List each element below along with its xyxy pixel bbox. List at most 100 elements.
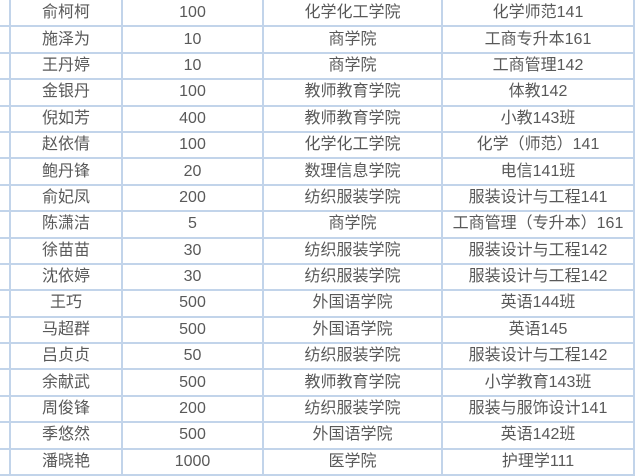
amount-cell: 200 xyxy=(121,183,264,213)
left-sliver-cell xyxy=(0,447,11,476)
class-cell: 英语142班 xyxy=(441,421,635,450)
table-row: 陈潇洁 5 商学院 工商管理（专升本）161 xyxy=(0,210,635,239)
college-cell: 医学院 xyxy=(262,447,443,476)
class-cell: 工商管理142 xyxy=(441,51,635,81)
table-row: 俞柯柯 100 化学化工学院 化学师范141 xyxy=(0,0,635,28)
donor-name-cell: 施泽为 xyxy=(9,25,123,54)
amount-cell: 500 xyxy=(121,289,264,318)
class-cell: 小教143班 xyxy=(441,104,635,133)
amount-cell: 30 xyxy=(121,236,264,265)
donor-name-cell: 马超群 xyxy=(9,315,123,345)
amount-cell: 100 xyxy=(121,130,264,160)
college-cell: 纺织服装学院 xyxy=(262,236,443,265)
class-cell: 工商专升本161 xyxy=(441,25,635,54)
left-sliver-cell xyxy=(0,104,11,133)
college-cell: 外国语学院 xyxy=(262,289,443,318)
donor-name-cell: 俞妃凤 xyxy=(9,183,123,213)
amount-cell: 500 xyxy=(121,368,264,397)
left-sliver-cell xyxy=(0,210,11,239)
college-cell: 纺织服装学院 xyxy=(262,183,443,213)
class-cell: 化学师范141 xyxy=(441,0,635,28)
college-cell: 外国语学院 xyxy=(262,421,443,450)
class-cell: 服装设计与工程142 xyxy=(441,342,635,371)
college-cell: 教师教育学院 xyxy=(262,78,443,107)
amount-cell: 500 xyxy=(121,315,264,345)
donor-name-cell: 周俊锋 xyxy=(9,394,123,424)
college-cell: 外国语学院 xyxy=(262,315,443,345)
college-cell: 教师教育学院 xyxy=(262,104,443,133)
table-row: 马超群 500 外国语学院 英语145 xyxy=(0,315,635,345)
table-row: 吕贞贞 50 纺织服装学院 服装设计与工程142 xyxy=(0,342,635,371)
table-row: 俞妃凤 200 纺织服装学院 服装设计与工程141 xyxy=(0,183,635,213)
donor-name-cell: 徐苗苗 xyxy=(9,236,123,265)
left-sliver-cell xyxy=(0,0,11,28)
table-row: 季悠然 500 外国语学院 英语142班 xyxy=(0,421,635,450)
amount-cell: 20 xyxy=(121,157,264,186)
donor-name-cell: 潘晓艳 xyxy=(9,447,123,476)
donor-name-cell: 余献武 xyxy=(9,368,123,397)
left-sliver-cell xyxy=(0,315,11,345)
table-row: 余献武 500 教师教育学院 小学教育143班 xyxy=(0,368,635,397)
donor-name-cell: 王巧 xyxy=(9,289,123,318)
left-sliver-cell xyxy=(0,342,11,371)
left-sliver-cell xyxy=(0,421,11,450)
college-cell: 商学院 xyxy=(262,51,443,81)
amount-cell: 200 xyxy=(121,394,264,424)
class-cell: 服装设计与工程141 xyxy=(441,183,635,213)
amount-cell: 30 xyxy=(121,262,264,292)
table-row: 金银丹 100 教师教育学院 体教142 xyxy=(0,78,635,107)
left-sliver-cell xyxy=(0,157,11,186)
amount-cell: 100 xyxy=(121,78,264,107)
table-row: 王巧 500 外国语学院 英语144班 xyxy=(0,289,635,318)
college-cell: 教师教育学院 xyxy=(262,368,443,397)
class-cell: 护理学111 xyxy=(441,447,635,476)
donor-name-cell: 俞柯柯 xyxy=(9,0,123,28)
class-cell: 服装设计与工程142 xyxy=(441,262,635,292)
college-cell: 商学院 xyxy=(262,210,443,239)
left-sliver-cell xyxy=(0,25,11,54)
amount-cell: 400 xyxy=(121,104,264,133)
college-cell: 纺织服装学院 xyxy=(262,394,443,424)
donor-name-cell: 王丹婷 xyxy=(9,51,123,81)
left-sliver-cell xyxy=(0,130,11,160)
class-cell: 服装设计与工程142 xyxy=(441,236,635,265)
left-sliver-cell xyxy=(0,78,11,107)
left-sliver-cell xyxy=(0,394,11,424)
class-cell: 化学（师范）141 xyxy=(441,130,635,160)
table-row: 鲍丹锋 20 数理信息学院 电信141班 xyxy=(0,157,635,186)
college-cell: 化学化工学院 xyxy=(262,0,443,28)
left-sliver-cell xyxy=(0,236,11,265)
table-row: 倪如芳 400 教师教育学院 小教143班 xyxy=(0,104,635,133)
amount-cell: 5 xyxy=(121,210,264,239)
amount-cell: 50 xyxy=(121,342,264,371)
amount-cell: 100 xyxy=(121,0,264,28)
class-cell: 英语145 xyxy=(441,315,635,345)
college-cell: 化学化工学院 xyxy=(262,130,443,160)
left-sliver-cell xyxy=(0,368,11,397)
class-cell: 服装与服饰设计141 xyxy=(441,394,635,424)
college-cell: 商学院 xyxy=(262,25,443,54)
table-row: 徐苗苗 30 纺织服装学院 服装设计与工程142 xyxy=(0,236,635,265)
amount-cell: 1000 xyxy=(121,447,264,476)
donor-name-cell: 倪如芳 xyxy=(9,104,123,133)
left-sliver-cell xyxy=(0,289,11,318)
class-cell: 体教142 xyxy=(441,78,635,107)
table-row: 周俊锋 200 纺织服装学院 服装与服饰设计141 xyxy=(0,394,635,424)
left-sliver-cell xyxy=(0,51,11,81)
donor-name-cell: 季悠然 xyxy=(9,421,123,450)
donor-name-cell: 金银丹 xyxy=(9,78,123,107)
college-cell: 数理信息学院 xyxy=(262,157,443,186)
donor-name-cell: 陈潇洁 xyxy=(9,210,123,239)
donor-name-cell: 沈依婷 xyxy=(9,262,123,292)
college-cell: 纺织服装学院 xyxy=(262,262,443,292)
table-row: 王丹婷 10 商学院 工商管理142 xyxy=(0,51,635,81)
left-sliver-cell xyxy=(0,183,11,213)
class-cell: 电信141班 xyxy=(441,157,635,186)
amount-cell: 10 xyxy=(121,25,264,54)
class-cell: 工商管理（专升本）161 xyxy=(441,210,635,239)
amount-cell: 10 xyxy=(121,51,264,81)
donor-name-cell: 赵依倩 xyxy=(9,130,123,160)
